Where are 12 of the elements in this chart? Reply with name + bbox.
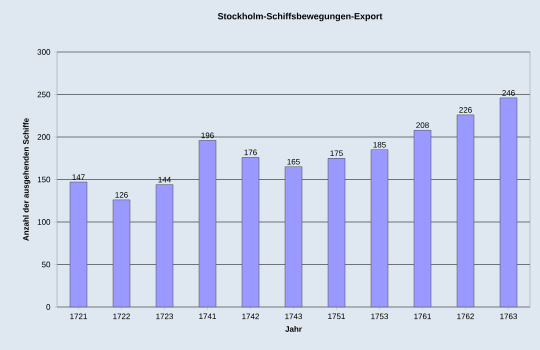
bar bbox=[198, 140, 216, 308]
bar bbox=[112, 200, 130, 308]
bar bbox=[456, 114, 474, 308]
bar bbox=[414, 130, 432, 308]
bar bbox=[328, 158, 346, 308]
bar bbox=[284, 166, 302, 308]
bar bbox=[370, 150, 388, 308]
chart-title: Stockholm-Schiffsbewegungen-Export bbox=[218, 12, 382, 22]
bar bbox=[242, 157, 260, 308]
bar bbox=[156, 184, 174, 308]
bar bbox=[500, 98, 518, 308]
bar bbox=[70, 182, 88, 308]
